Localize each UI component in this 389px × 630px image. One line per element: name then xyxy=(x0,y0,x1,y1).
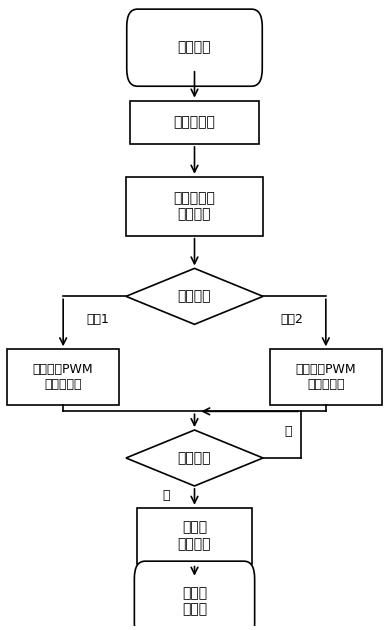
FancyBboxPatch shape xyxy=(7,349,119,405)
Text: 比较匹配PWM
输出低有效: 比较匹配PWM 输出低有效 xyxy=(296,363,356,391)
Polygon shape xyxy=(126,268,263,324)
FancyBboxPatch shape xyxy=(126,176,263,236)
FancyBboxPatch shape xyxy=(130,101,259,144)
Text: 比较匹配PWM
输出高有效: 比较匹配PWM 输出高有效 xyxy=(33,363,93,391)
Text: 定时器连续
增减模式: 定时器连续 增减模式 xyxy=(173,191,216,221)
Text: 模块2: 模块2 xyxy=(280,314,303,326)
Polygon shape xyxy=(126,430,263,486)
FancyBboxPatch shape xyxy=(270,349,382,405)
Text: 系统启
动完毕: 系统启 动完毕 xyxy=(182,586,207,616)
Text: 模块判断: 模块判断 xyxy=(178,289,211,304)
Text: 否: 否 xyxy=(284,425,291,438)
Text: 是: 是 xyxy=(162,489,170,501)
FancyBboxPatch shape xyxy=(137,508,252,564)
Text: 系统初始化: 系统初始化 xyxy=(173,115,216,129)
Text: 模块1: 模块1 xyxy=(86,314,109,326)
Text: 系统启动: 系统启动 xyxy=(178,41,211,55)
Text: 定时器
中断使能: 定时器 中断使能 xyxy=(178,520,211,551)
FancyBboxPatch shape xyxy=(134,561,255,630)
Text: 基准同步: 基准同步 xyxy=(178,451,211,465)
FancyBboxPatch shape xyxy=(127,9,262,86)
